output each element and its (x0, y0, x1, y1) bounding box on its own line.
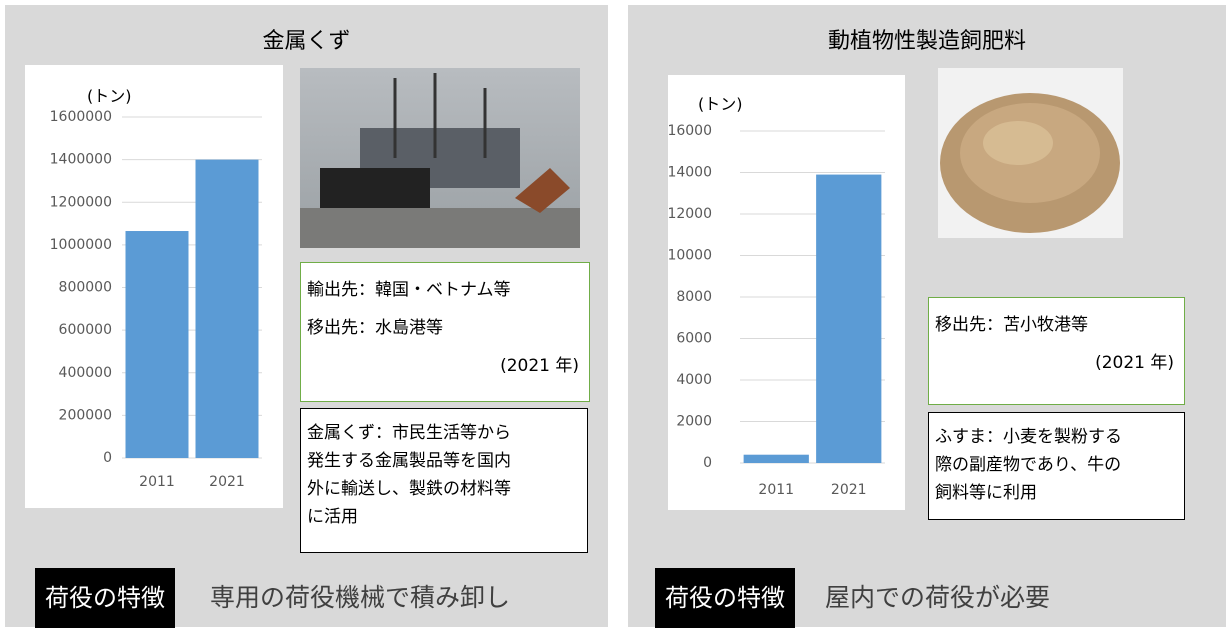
chart: (トン) 0 2000 4000 6000 8000 10000 12000 14000 1600… (668, 75, 905, 510)
x-tick-label: 2021 (831, 482, 867, 498)
page: 金属くず (トン)0200000400000600000800000100000… (0, 0, 1232, 632)
y-tick-label: 1400000 (50, 152, 112, 168)
description-line: 金属くず：市民生活等から (307, 419, 581, 447)
description-line: に活用 (307, 503, 581, 531)
year: (2021 年) (307, 347, 583, 385)
panel: 金属くず (トン) 0 200000 400000 600000 800000 100000… (5, 5, 608, 627)
description-line: 発生する金属製品等を国内 (307, 447, 581, 475)
y-tick-label: 0 (703, 455, 712, 471)
photo-bran (938, 68, 1123, 238)
x-tick-label: 2011 (758, 482, 794, 498)
info-box: 輸出先：韓国・ベトナム等 移出先：水島港等 (2021 年) (300, 262, 590, 402)
description-line: 飼料等に利用 (935, 479, 1178, 507)
panel: 動植物性製造飼肥料 (トン) 0 2000 4000 6000 8000 10000 1200… (628, 5, 1226, 627)
y-tick-label: 800000 (59, 280, 112, 296)
bar (126, 231, 189, 458)
info-box: 移出先：苫小牧港等 (2021 年) (928, 297, 1185, 405)
chart: (トン) 0 200000 400000 600000 800000 1000000 1200… (25, 65, 283, 508)
x-tick-label: 2011 (139, 474, 175, 490)
y-tick-label: 14000 (668, 165, 712, 181)
description-line: 外に輸送し、製鉄の材料等 (307, 475, 581, 503)
panel-title: 金属くず (5, 23, 608, 55)
bar (816, 175, 881, 463)
info-line: 移出先：苫小牧港等 (935, 306, 1178, 344)
y-tick-label: 1200000 (50, 194, 112, 210)
feature-text: 専用の荷役機械で積み卸し (210, 568, 510, 628)
chart-box: (トン) 0 2000 4000 6000 8000 10000 12000 14000 1600… (668, 75, 905, 510)
y-tick-label: 200000 (59, 407, 112, 423)
photo-ship (300, 68, 580, 248)
bar (744, 455, 809, 463)
y-tick-label: 1600000 (50, 109, 112, 125)
y-tick-label: 2000 (676, 414, 712, 430)
feature-label: 荷役の特徴 (655, 568, 795, 628)
y-tick-label: 6000 (676, 331, 712, 347)
y-tick-label: 10000 (668, 248, 712, 264)
description: ふすま：小麦を製粉する 際の副産物であり、牛の 飼料等に利用 (928, 412, 1185, 520)
year: (2021 年) (935, 344, 1178, 382)
y-tick-label: 8000 (676, 289, 712, 305)
y-tick-label: 1000000 (50, 237, 112, 253)
y-tick-label: 600000 (59, 322, 112, 338)
y-tick-label: 4000 (676, 372, 712, 388)
y-axis-label: (トン) (87, 87, 132, 106)
y-tick-label: 0 (103, 450, 112, 466)
panel-title: 動植物性製造飼肥料 (628, 23, 1226, 55)
y-tick-label: 400000 (59, 365, 112, 381)
chart-box: (トン) 0 200000 400000 600000 800000 1000000 1200… (25, 65, 283, 508)
x-tick-label: 2021 (209, 474, 245, 490)
feature-label: 荷役の特徴 (35, 568, 175, 628)
bar (196, 160, 259, 458)
description-line: ふすま：小麦を製粉する (935, 423, 1178, 451)
y-tick-label: 16000 (668, 123, 712, 139)
info-line: 輸出先：韓国・ベトナム等 (307, 271, 583, 309)
y-axis-label: (トン) (698, 95, 743, 114)
y-tick-label: 12000 (668, 206, 712, 222)
description-line: 際の副産物であり、牛の (935, 451, 1178, 479)
info-line: 移出先：水島港等 (307, 309, 583, 347)
feature-text: 屋内での荷役が必要 (825, 568, 1050, 628)
description: 金属くず：市民生活等から 発生する金属製品等を国内 外に輸送し、製鉄の材料等 に… (300, 408, 588, 553)
